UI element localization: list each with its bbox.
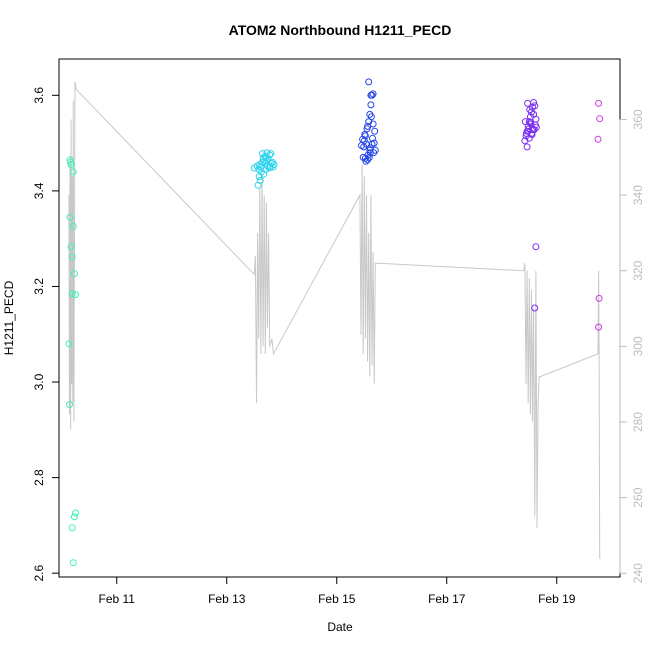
secondary-line-layer bbox=[68, 81, 601, 559]
y-axis: 2.6 2.8 3.0 3.2 3.4 3.6 bbox=[32, 87, 60, 582]
data-point bbox=[67, 243, 75, 251]
data-point bbox=[69, 168, 77, 176]
x-tick-label: Feb 11 bbox=[99, 592, 136, 606]
data-point bbox=[70, 270, 78, 278]
data-point bbox=[532, 243, 540, 251]
data-point bbox=[269, 163, 277, 171]
data-point bbox=[595, 323, 603, 331]
y-tick-label: 3.4 bbox=[32, 182, 46, 199]
data-point bbox=[68, 290, 76, 298]
data-point bbox=[371, 127, 379, 135]
secondary-y-tick-label: 320 bbox=[631, 260, 645, 280]
data-point bbox=[368, 140, 376, 148]
data-point bbox=[72, 509, 79, 517]
data-point bbox=[266, 163, 274, 171]
x-tick-label: Feb 13 bbox=[208, 592, 246, 606]
data-point bbox=[69, 559, 77, 567]
data-point bbox=[70, 513, 78, 521]
data-point bbox=[364, 156, 372, 164]
data-point bbox=[523, 143, 531, 151]
data-point bbox=[65, 340, 73, 348]
data-point bbox=[262, 157, 270, 165]
data-point bbox=[68, 524, 76, 532]
data-point bbox=[367, 101, 375, 109]
secondary-y-tick-label: 340 bbox=[631, 185, 645, 205]
y-tick-label: 3.2 bbox=[32, 278, 46, 295]
x-tick-label: Feb 17 bbox=[428, 592, 466, 606]
data-point bbox=[531, 102, 539, 110]
data-point bbox=[367, 113, 375, 121]
data-point bbox=[359, 135, 367, 143]
secondary-y-axis: 240 260 280 300 320 340 360 bbox=[619, 109, 645, 583]
x-tick-label: Feb 19 bbox=[538, 592, 576, 606]
data-point bbox=[595, 99, 603, 107]
x-axis: Feb 11 Feb 13 Feb 15 Feb 17 Feb 19 bbox=[99, 576, 576, 606]
data-point bbox=[364, 122, 372, 130]
data-point bbox=[66, 213, 74, 221]
data-point bbox=[526, 106, 534, 114]
x-axis-label: Date bbox=[327, 620, 353, 634]
data-point bbox=[255, 173, 263, 181]
data-point bbox=[596, 115, 604, 123]
data-point bbox=[369, 90, 377, 98]
data-point bbox=[360, 143, 368, 151]
data-point bbox=[267, 150, 275, 158]
data-point bbox=[72, 291, 79, 299]
secondary-series-line bbox=[68, 81, 601, 559]
y-tick-label: 3.6 bbox=[32, 87, 46, 104]
y-tick-label: 2.6 bbox=[32, 565, 46, 582]
data-point bbox=[531, 304, 539, 312]
y-axis-label: H1211_PECD bbox=[2, 280, 16, 355]
data-point bbox=[370, 149, 378, 157]
secondary-y-tick-label: 300 bbox=[631, 336, 645, 356]
data-point bbox=[256, 176, 264, 184]
data-point bbox=[67, 158, 75, 166]
data-point bbox=[595, 294, 603, 302]
secondary-y-tick-label: 360 bbox=[631, 109, 645, 129]
secondary-y-tick-label: 260 bbox=[631, 487, 645, 507]
data-point bbox=[532, 123, 540, 131]
data-point bbox=[261, 153, 269, 160]
x-tick-label: Feb 15 bbox=[318, 592, 356, 606]
data-point bbox=[263, 149, 271, 157]
data-point bbox=[66, 401, 73, 408]
data-point bbox=[524, 127, 532, 135]
data-point bbox=[530, 110, 538, 118]
data-point bbox=[521, 118, 529, 126]
y-tick-label: 2.8 bbox=[32, 469, 46, 486]
secondary-y-tick-label: 280 bbox=[631, 412, 645, 432]
data-point bbox=[594, 135, 602, 143]
chart-title: ATOM2 Northbound H1211_PECD bbox=[229, 22, 452, 38]
data-point bbox=[526, 119, 534, 127]
y-tick-label: 3.0 bbox=[32, 373, 46, 390]
data-point bbox=[69, 222, 77, 230]
data-point bbox=[524, 99, 532, 107]
data-point bbox=[365, 78, 373, 86]
points-layer bbox=[65, 78, 604, 567]
data-point bbox=[68, 253, 76, 261]
secondary-y-tick-label: 240 bbox=[631, 563, 645, 583]
data-point bbox=[366, 149, 374, 157]
